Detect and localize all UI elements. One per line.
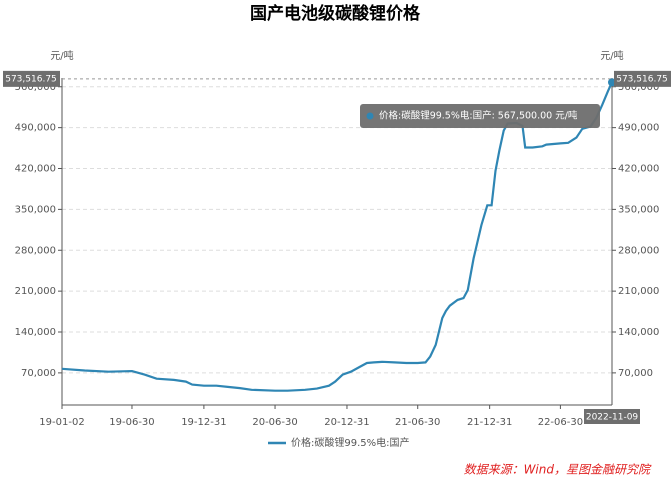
y-tick-label: 490,000 xyxy=(15,123,56,134)
y-tick-label: 420,000 xyxy=(15,164,56,175)
x-tick-label: 19-01-02 xyxy=(39,417,84,428)
y2-axis-unit: 元/吨 xyxy=(600,49,623,62)
y2-tick-label: 70,000 xyxy=(618,368,653,379)
y-tick-label: 70,000 xyxy=(21,368,56,379)
y2-tick-label: 210,000 xyxy=(618,286,659,297)
y2-tick-label: 280,000 xyxy=(618,245,659,256)
x-tick-label: 20-06-30 xyxy=(252,417,297,428)
tooltip-dot xyxy=(366,112,374,120)
pointer-label: 573,516.75 xyxy=(616,74,668,84)
y-tick-label: 140,000 xyxy=(15,327,56,338)
y2-tick-label: 490,000 xyxy=(618,123,659,134)
x-tick-label: 22-06-30 xyxy=(538,417,583,428)
y2-tick-label: 420,000 xyxy=(618,164,659,175)
legend-label: 价格:碳酸锂99.5%电:国产 xyxy=(291,436,410,449)
y-tick-label: 350,000 xyxy=(15,204,56,215)
tooltip-text: 价格:碳酸锂99.5%电:国产: 567,500.00 元/吨 xyxy=(379,110,578,122)
x-tick-label: 21-12-31 xyxy=(467,417,512,428)
pointer-label-bg xyxy=(3,70,60,87)
x-tick-label: 19-06-30 xyxy=(109,417,154,428)
source-note: 数据来源：Wind，星图金融研究院 xyxy=(464,463,652,477)
pointer-date: 2022-11-09 xyxy=(586,413,639,423)
pointer-date-bg xyxy=(584,409,640,424)
y2-tick-label: 350,000 xyxy=(618,204,659,215)
data-line xyxy=(61,81,613,392)
tooltip-bg xyxy=(360,104,600,128)
y-tick-label: 210,000 xyxy=(15,286,56,297)
x-tick-label: 19-12-31 xyxy=(181,417,226,428)
chart-title: 国产电池级碳酸锂价格 xyxy=(250,3,421,24)
y2-tick-label: 560,000 xyxy=(618,82,659,93)
y2-tick-label: 140,000 xyxy=(618,327,659,338)
y-tick-label: 280,000 xyxy=(15,245,56,256)
y-axis-unit: 元/吨 xyxy=(50,49,73,62)
x-tick-label: 20-12-31 xyxy=(324,417,369,428)
x-tick-label: 21-06-30 xyxy=(395,417,440,428)
pointer-label-bg xyxy=(614,70,671,87)
y-tick-label: 560,000 xyxy=(15,82,56,93)
pointer-label: 573,516.75 xyxy=(5,74,57,84)
